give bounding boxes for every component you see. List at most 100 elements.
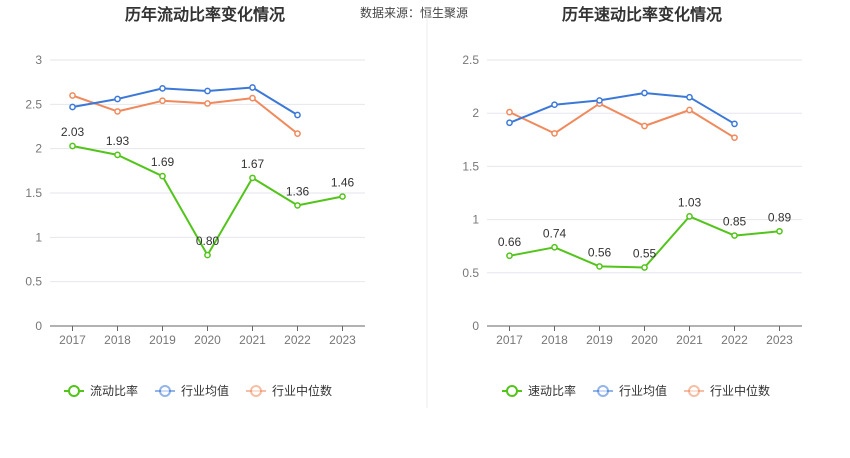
data-point [731, 120, 738, 128]
x-tick-label: 2018 [104, 333, 131, 347]
data-point [551, 243, 558, 251]
x-tick-label: 2020 [631, 333, 658, 347]
data-point [69, 92, 76, 99]
data-point [159, 172, 166, 180]
legend-label: 行业中位数 [710, 383, 770, 398]
data-point [69, 142, 76, 150]
x-tick-label: 2018 [541, 333, 568, 347]
data-point [114, 108, 121, 115]
legend-label: 行业均值 [181, 383, 229, 398]
y-tick-label: 1 [35, 230, 42, 244]
data-label: 1.69 [151, 155, 175, 169]
x-tick-label: 2017 [59, 333, 86, 347]
data-point [114, 95, 121, 103]
y-tick-label: 3 [35, 53, 42, 67]
y-tick-label: 2 [472, 106, 479, 120]
data-point [641, 122, 648, 130]
y-tick-label: 2.5 [25, 97, 42, 111]
series-line [72, 86, 299, 116]
data-label: 1.67 [241, 157, 265, 171]
data-point [596, 263, 603, 270]
x-tick-label: 2021 [239, 333, 266, 347]
x-tick-label: 2020 [194, 333, 221, 347]
data-point [249, 174, 256, 182]
legend-swatch-marker [597, 385, 609, 397]
series-line [72, 94, 299, 135]
y-tick-label: 0 [35, 319, 42, 333]
data-label: 0.74 [543, 226, 567, 240]
data-point [731, 232, 738, 239]
data-label: 0.66 [498, 235, 522, 249]
data-source-note: 数据来源：恒生聚源 [360, 5, 468, 20]
data-label: 1.03 [678, 195, 702, 209]
data-point [69, 103, 76, 111]
x-tick-label: 2022 [721, 333, 748, 347]
data-point [204, 100, 211, 107]
data-point [249, 84, 256, 91]
series-line [509, 92, 736, 125]
data-point [204, 251, 211, 259]
data-label: 0.89 [768, 210, 792, 224]
data-point [249, 94, 256, 102]
y-tick-label: 0.5 [462, 266, 479, 280]
data-point [506, 108, 513, 116]
data-point [596, 97, 603, 104]
data-label: 0.80 [196, 234, 220, 248]
data-point [294, 130, 301, 137]
data-point [506, 252, 513, 260]
data-point [551, 130, 558, 137]
series-line [509, 102, 736, 139]
data-label: 1.36 [286, 184, 310, 198]
data-label: 1.46 [331, 176, 355, 190]
legend-label: 速动比率 [528, 383, 576, 398]
y-tick-label: 0 [472, 319, 479, 333]
x-tick-label: 2017 [496, 333, 523, 347]
x-tick-label: 2023 [766, 333, 793, 347]
data-point [776, 227, 783, 235]
chart-title: 历年流动比率变化情况 [125, 5, 285, 24]
data-point [641, 89, 648, 97]
x-tick-label: 2019 [149, 333, 176, 347]
y-tick-label: 1 [472, 213, 479, 227]
data-point [294, 202, 301, 209]
chart-title: 历年速动比率变化情况 [562, 5, 722, 24]
data-point [506, 119, 513, 127]
legend-swatch-marker [506, 385, 518, 397]
x-tick-label: 2019 [586, 333, 613, 347]
data-point [159, 85, 166, 92]
y-tick-label: 2 [35, 142, 42, 156]
y-tick-label: 0.5 [25, 275, 42, 289]
x-tick-label: 2022 [284, 333, 311, 347]
y-tick-label: 1.5 [462, 159, 479, 173]
x-tick-label: 2023 [329, 333, 356, 347]
data-point [294, 111, 301, 119]
data-point [114, 151, 121, 159]
data-label: 0.55 [633, 246, 657, 260]
data-point [686, 213, 693, 220]
legend-label: 行业均值 [619, 383, 667, 398]
quick-ratio-chart: 历年速动比率变化情况 0 0.5 1 1.5 2 2.5 2017 2018 2019 2020 2… [462, 5, 802, 398]
data-label: 0.56 [588, 245, 612, 259]
x-tick-label: 2021 [676, 333, 703, 347]
legend-label: 行业中位数 [272, 383, 332, 398]
data-point [551, 101, 558, 109]
data-label: 1.93 [106, 134, 130, 148]
y-tick-label: 1.5 [25, 186, 42, 200]
data-point [731, 134, 738, 142]
data-point [339, 193, 346, 200]
legend-swatch-marker [688, 385, 700, 397]
data-point [686, 93, 693, 101]
data-point [641, 264, 648, 271]
legend-swatch-marker [159, 385, 171, 397]
legend-label: 流动比率 [90, 383, 138, 398]
legend-swatch-marker [68, 385, 80, 397]
legend-swatch-marker [250, 385, 262, 397]
y-tick-label: 2.5 [462, 53, 479, 67]
current-ratio-chart: 历年流动比率变化情况 0 0.5 1 1.5 2 2.5 3 2017 2018 2019 2020… [25, 5, 365, 398]
data-point [204, 87, 211, 95]
data-point [686, 106, 693, 114]
data-point [159, 97, 166, 105]
data-label: 0.85 [723, 215, 747, 229]
data-label: 2.03 [61, 125, 85, 139]
